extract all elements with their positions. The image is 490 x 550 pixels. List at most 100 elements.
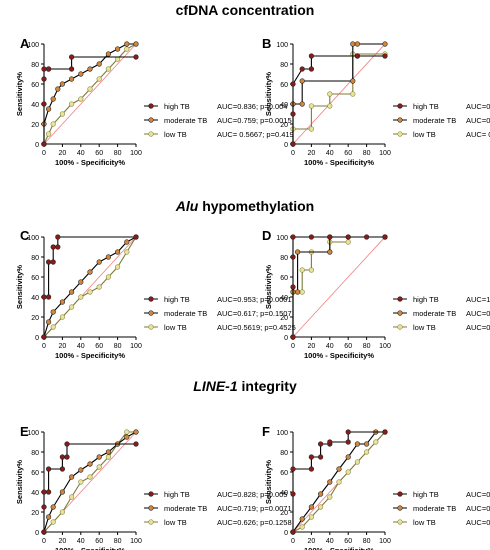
legend-auc-low: AUC=0.8182; p=0.0061 xyxy=(466,323,490,332)
x-tick-label: 60 xyxy=(95,538,103,545)
x-tick-label: 40 xyxy=(326,150,334,157)
panel-letter: D xyxy=(262,228,271,243)
x-tick-label: 100 xyxy=(130,343,142,350)
x-tick-label: 100 xyxy=(379,343,391,350)
roc-point-high xyxy=(308,234,315,240)
legend-name-low: low TB xyxy=(413,323,436,332)
x-tick-label: 0 xyxy=(291,538,295,545)
roc-point-moderate xyxy=(87,461,93,467)
roc-point-low xyxy=(308,126,315,132)
roc-point-moderate xyxy=(354,441,361,447)
x-tick-label: 80 xyxy=(363,150,371,157)
legend-marker-moderate xyxy=(148,117,154,123)
roc-point-moderate xyxy=(336,466,342,472)
roc-point-high xyxy=(382,234,388,240)
roc-point-low xyxy=(50,121,56,127)
roc-point-high xyxy=(290,81,296,87)
x-axis-label: 100% - Specificity% xyxy=(304,158,374,167)
legend-marker-high xyxy=(397,491,403,497)
roc-point-moderate xyxy=(50,309,56,315)
x-tick-label: 40 xyxy=(326,538,334,545)
roc-point-moderate xyxy=(124,239,130,245)
y-tick-label: 60 xyxy=(280,470,288,477)
roc-point-high xyxy=(41,529,47,535)
roc-point-high xyxy=(345,234,351,240)
roc-point-moderate xyxy=(68,474,75,480)
reference-diagonal xyxy=(43,43,137,145)
y-tick-label: 100 xyxy=(27,42,39,49)
roc-point-moderate xyxy=(295,249,301,255)
section-title-line1-rest: integrity xyxy=(237,378,297,394)
legend-auc-low: AUC= 0.5667; p=0.419 xyxy=(217,130,294,139)
legend-auc-moderate: AUC=0.686; p=0.1066 xyxy=(466,504,490,513)
y-tick-label: 80 xyxy=(31,450,39,457)
roc-point-low xyxy=(299,289,305,295)
roc-point-high xyxy=(50,244,56,250)
x-axis-label: 100% - Specificity% xyxy=(304,351,374,360)
roc-point-low xyxy=(350,91,356,97)
y-tick-label: 60 xyxy=(31,470,39,477)
roc-point-moderate xyxy=(55,86,61,92)
roc-point-high xyxy=(299,66,305,72)
roc-point-high xyxy=(41,334,47,340)
roc-point-low xyxy=(308,514,315,520)
roc-line-low xyxy=(292,53,385,144)
roc-point-high xyxy=(41,489,47,495)
y-tick-label: 40 xyxy=(280,490,288,497)
roc-point-moderate xyxy=(345,454,351,460)
roc-point-moderate xyxy=(68,76,75,82)
y-tick-label: 60 xyxy=(280,275,288,282)
roc-point-low xyxy=(96,76,102,82)
y-tick-label: 40 xyxy=(31,490,39,497)
legend-name-high: high TB xyxy=(164,295,190,304)
legend-name-high: high TB xyxy=(413,490,439,499)
roc-point-low xyxy=(373,439,379,445)
roc-point-low xyxy=(96,284,102,290)
roc-point-high xyxy=(133,54,139,60)
section-title-alu: Alu hypomethylation xyxy=(0,198,490,214)
roc-point-high xyxy=(290,111,296,117)
section-title-line1: LINE-1 integrity xyxy=(0,378,490,394)
x-tick-label: 60 xyxy=(344,150,352,157)
roc-point-moderate xyxy=(133,429,139,435)
roc-point-high xyxy=(290,254,296,260)
roc-point-high xyxy=(41,504,47,510)
y-tick-label: 20 xyxy=(280,510,288,517)
legend-name-low: low TB xyxy=(164,323,187,332)
legend-name-low: low TB xyxy=(164,518,187,527)
legend-marker-high xyxy=(148,296,154,302)
roc-point-moderate xyxy=(96,454,102,460)
roc-point-high xyxy=(45,466,52,472)
legend-auc-low: AUC=0.5619; p=0.4525 xyxy=(217,323,296,332)
roc-point-moderate xyxy=(124,434,130,440)
y-tick-label: 20 xyxy=(280,315,288,322)
legend-auc-high: AUC=0.828; p=0.005 xyxy=(217,490,287,499)
roc-point-high xyxy=(290,284,296,290)
y-tick-label: 100 xyxy=(27,235,39,242)
roc-point-low xyxy=(345,239,351,245)
roc-point-low xyxy=(96,464,102,470)
legend-name-low: low TB xyxy=(413,130,436,139)
y-tick-label: 60 xyxy=(31,82,39,89)
roc-point-moderate xyxy=(87,66,93,72)
roc-point-high xyxy=(45,294,52,300)
roc-point-low xyxy=(87,289,93,295)
x-tick-label: 40 xyxy=(77,150,85,157)
roc-point-moderate xyxy=(327,249,333,255)
x-tick-label: 80 xyxy=(363,343,371,350)
roc-point-moderate xyxy=(96,259,102,265)
roc-point-low xyxy=(364,449,370,455)
roc-point-high xyxy=(45,66,52,72)
roc-point-moderate xyxy=(87,269,93,275)
roc-point-moderate xyxy=(133,41,139,47)
y-axis-label: Sensitivity% xyxy=(15,72,24,117)
roc-point-low xyxy=(45,131,52,137)
legend-name-low: low TB xyxy=(164,130,187,139)
x-tick-label: 100 xyxy=(379,150,391,157)
panel-letter: E xyxy=(20,424,29,439)
y-axis-label: Sensitivity% xyxy=(264,460,273,505)
legend-auc-low: AUC= 0.571; p=0.542 xyxy=(466,130,490,139)
